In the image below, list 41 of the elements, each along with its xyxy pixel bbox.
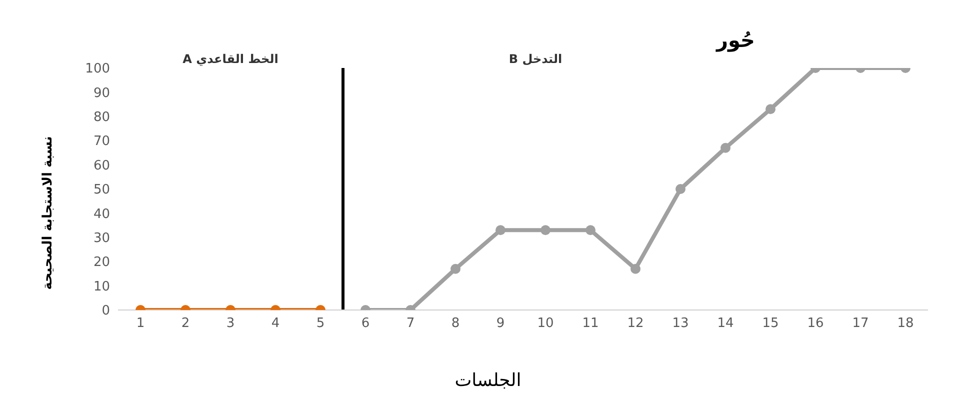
- y-tick-label: 60: [93, 158, 110, 174]
- x-tick-label: 5: [316, 316, 325, 332]
- y-tick-label: 10: [93, 279, 110, 294]
- chart-title: حُور: [716, 28, 755, 52]
- y-tick-label: 40: [93, 206, 110, 222]
- y-tick-label: 50: [93, 182, 110, 198]
- x-tick-label: 11: [582, 316, 599, 332]
- x-tick-label: 6: [361, 316, 370, 332]
- x-tick-label: 8: [451, 316, 460, 332]
- y-tick-label: 100: [85, 62, 110, 77]
- x-tick-label: 13: [672, 316, 689, 332]
- x-tick-label: 2: [181, 316, 190, 332]
- point: [450, 264, 460, 274]
- point: [540, 225, 550, 236]
- point: [586, 225, 596, 236]
- y-axis-title: نسبة الاستجابة الصحيحة: [40, 136, 56, 290]
- y-tick-label: 20: [93, 255, 110, 270]
- x-tick-label: 3: [226, 316, 235, 332]
- x-tick-label: 10: [537, 316, 554, 332]
- y-tick-label: 80: [93, 110, 110, 126]
- x-tick-label: 7: [406, 316, 415, 332]
- x-tick-label: 12: [627, 316, 644, 332]
- point: [720, 142, 730, 153]
- x-tick-label: 15: [762, 316, 779, 332]
- x-tick-label: 17: [852, 316, 869, 332]
- y-tick-label: 0: [102, 304, 110, 319]
- x-tick-label: 1: [136, 316, 145, 332]
- x-tick-label: 4: [271, 316, 280, 332]
- x-tick-label: 9: [496, 316, 505, 332]
- y-tick-label: 70: [93, 134, 110, 150]
- x-tick-label: 18: [897, 316, 914, 332]
- x-tick-label: 14: [717, 316, 734, 332]
- point: [496, 225, 506, 236]
- y-tick-label: 30: [93, 231, 110, 246]
- point: [630, 264, 640, 274]
- x-axis-title: الجلسات: [454, 370, 522, 391]
- text: الخط القاعدي A: [182, 52, 280, 66]
- y-tick-label: 90: [93, 86, 110, 101]
- x-tick-label: 16: [807, 316, 824, 332]
- text: التدخل B: [508, 52, 564, 66]
- point: [676, 184, 686, 194]
